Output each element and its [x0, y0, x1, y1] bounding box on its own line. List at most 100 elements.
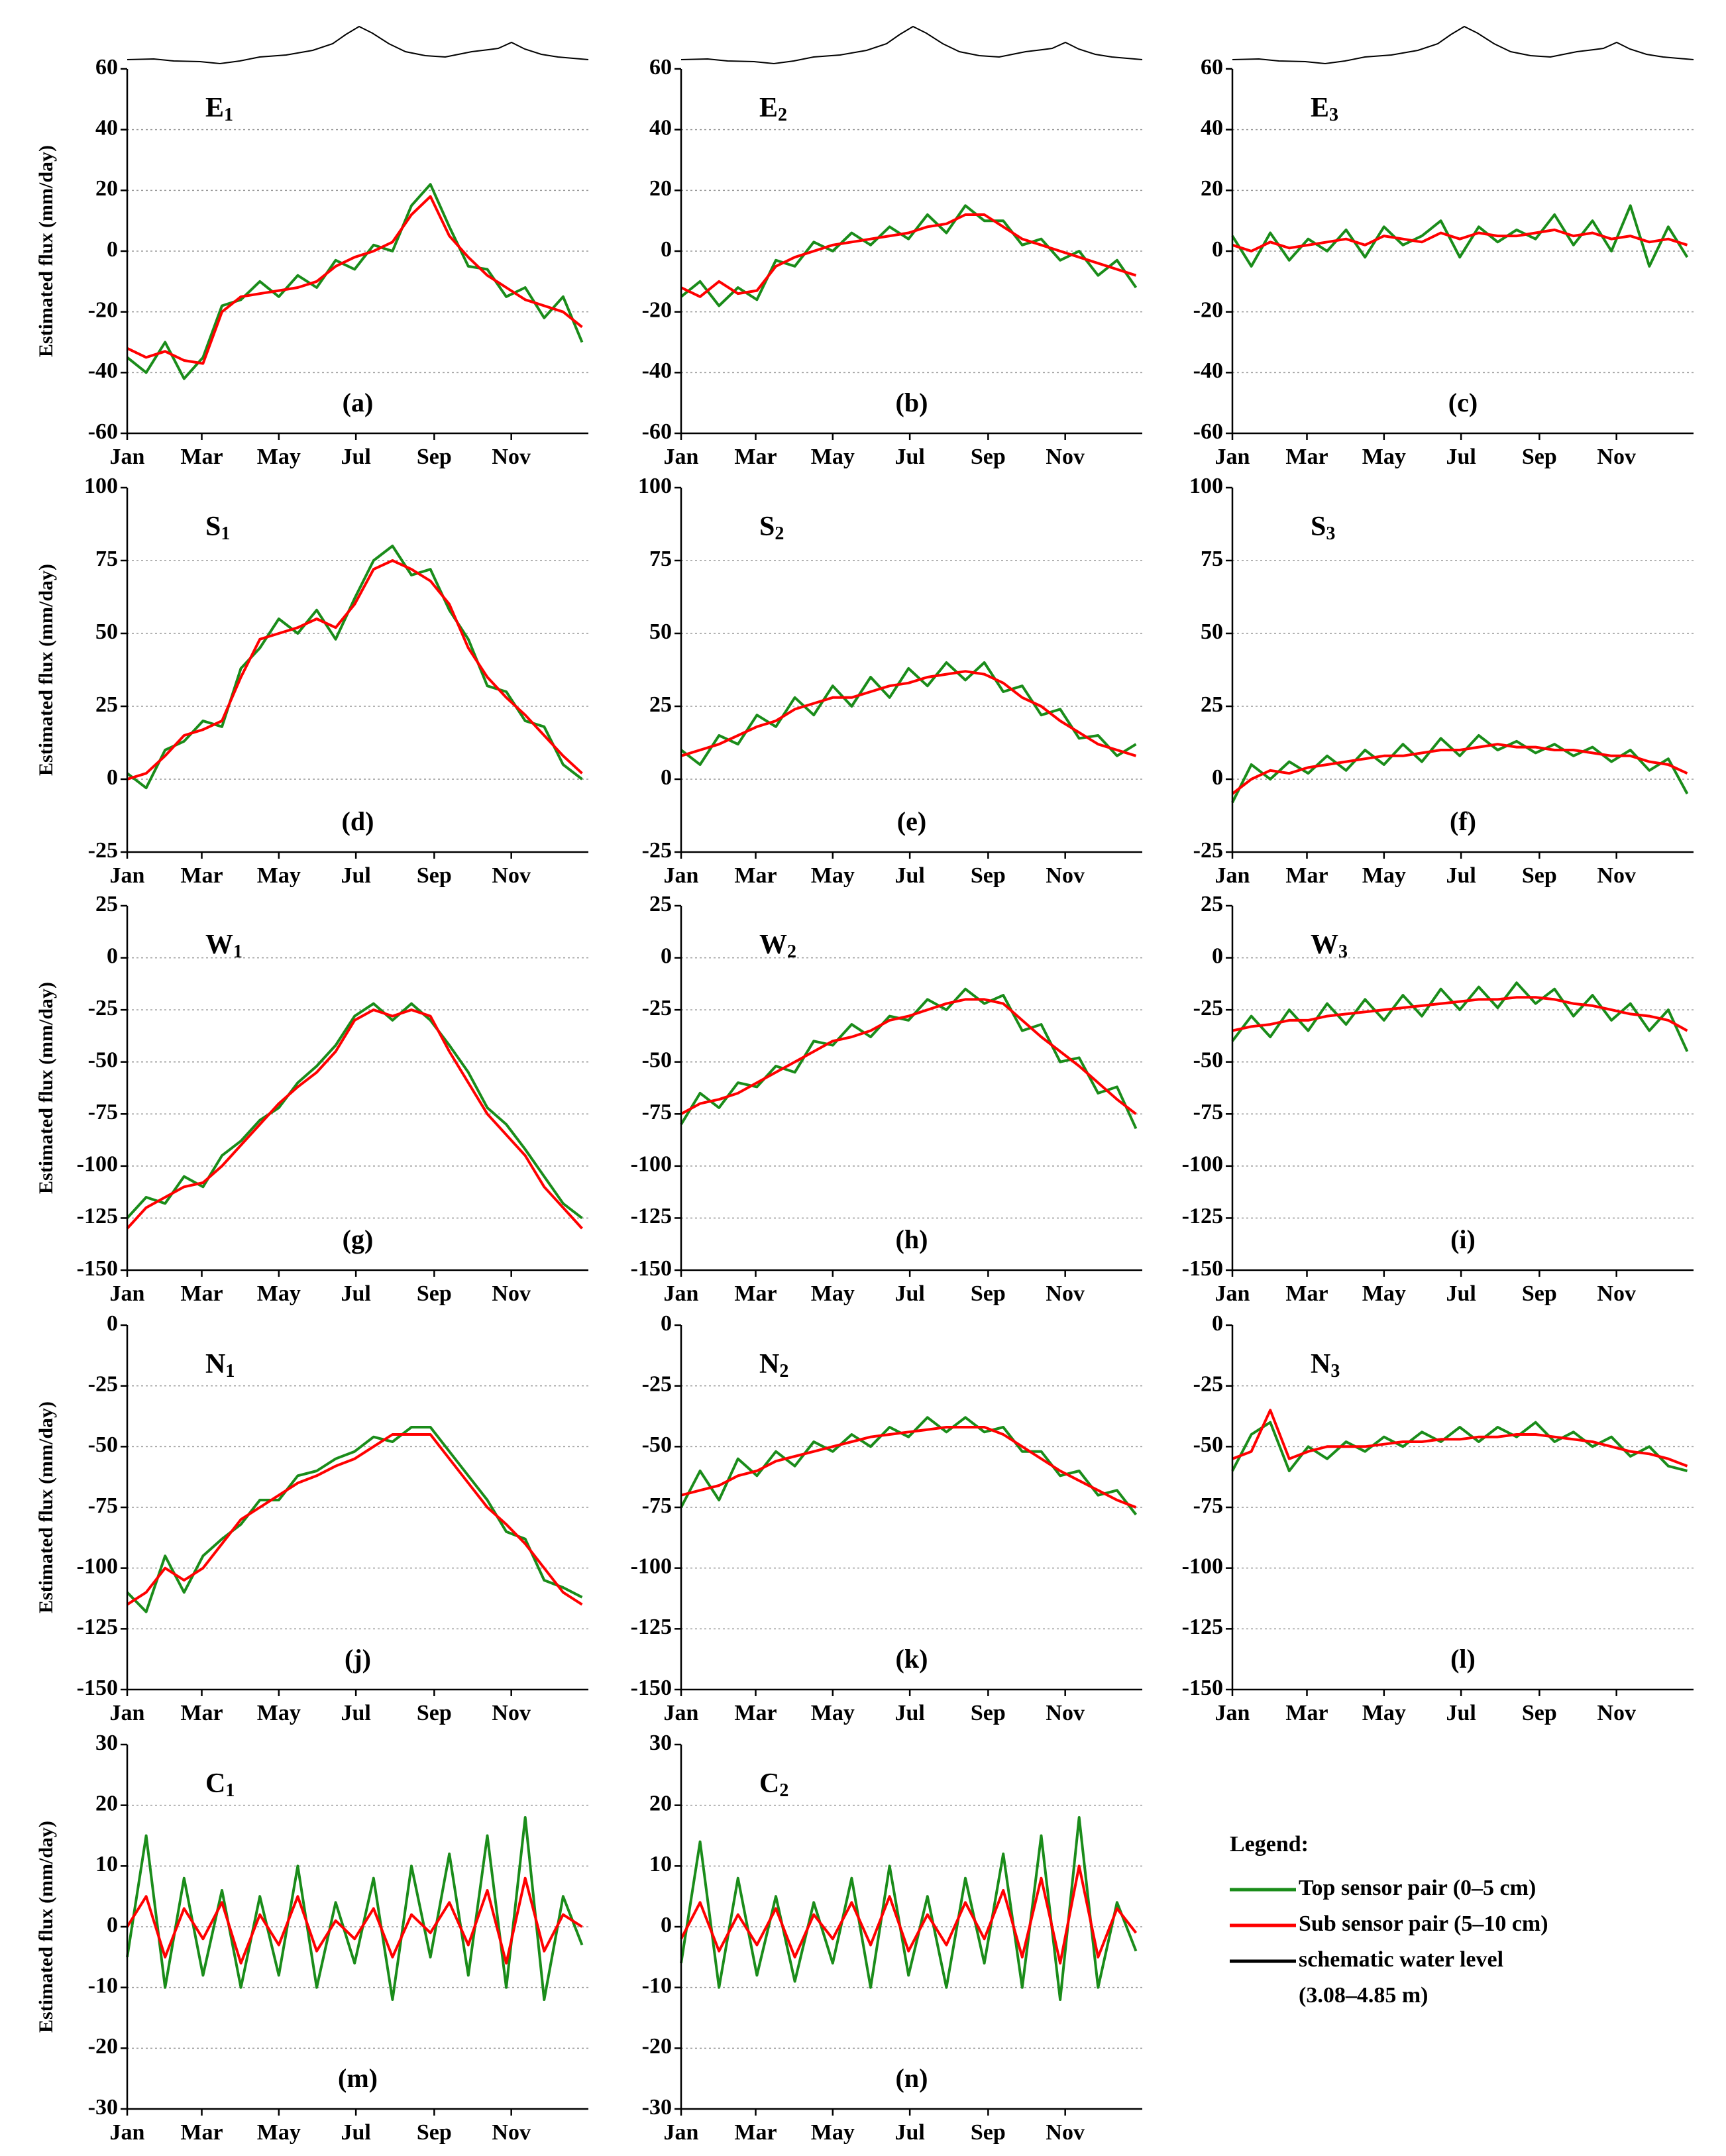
panel-name-sub: 1 — [225, 1361, 235, 1381]
y-axis-label: Estimated flux (mm/day) — [35, 1401, 57, 1613]
x-tick-label: Nov — [492, 1281, 531, 1306]
data-line — [680, 213, 1137, 298]
panel-name-sub: 3 — [1330, 1361, 1340, 1381]
panel-letter: (l) — [1450, 1644, 1476, 1674]
y-tick-label: 30 — [649, 1731, 672, 1755]
data-line — [126, 1433, 583, 1606]
panel-letter: (e) — [897, 806, 926, 836]
panel-name: E3 — [1311, 93, 1338, 126]
panel-name: W1 — [205, 930, 243, 963]
data-line — [680, 670, 1137, 757]
legend-title: Legend: — [1230, 1832, 1309, 1857]
y-tick-label: 50 — [95, 620, 118, 644]
y-tick-label: -75 — [88, 1100, 118, 1124]
y-tick-label: 0 — [1212, 1311, 1223, 1336]
y-tick-label: 40 — [1201, 115, 1223, 140]
x-tick-label: May — [257, 445, 301, 469]
data-line — [680, 987, 1138, 1130]
panel: -150 -125 -100 -75 -50 -25 0 Jan Mar May Jul Sep Nov… — [631, 1311, 1142, 1725]
y-tick-label: -40 — [88, 358, 118, 383]
y-tick-label: -125 — [631, 1615, 672, 1639]
y-tick-label: -75 — [642, 1493, 672, 1518]
y-tick-label: 0 — [661, 765, 672, 790]
panel: -150 -125 -100 -75 -50 -25 0 25 Jan Mar May Jul Sep N… — [35, 892, 588, 1306]
data-line — [126, 545, 583, 790]
x-tick-label: Nov — [492, 863, 531, 888]
x-tick-label: Sep — [417, 445, 452, 469]
y-tick-label: 0 — [1212, 237, 1223, 262]
y-tick-label: 20 — [95, 176, 118, 201]
y-tick-label: -100 — [631, 1152, 672, 1177]
y-tick-label: 60 — [649, 55, 672, 80]
x-tick-label: Nov — [1597, 445, 1636, 469]
legend-label: schematic water level — [1299, 1947, 1503, 1972]
data-line — [1231, 1421, 1688, 1472]
x-tick-label: Jan — [664, 863, 699, 888]
x-tick-label: May — [811, 445, 855, 469]
panel: -60 -40 -20 0 20 40 60 Jan Mar May Jul Sep Nov E3 (c) — [1193, 55, 1694, 469]
panel-name: S2 — [759, 512, 784, 545]
y-tick-label: 25 — [95, 892, 118, 916]
x-tick-label: Jan — [1215, 863, 1250, 888]
y-tick-label: 0 — [661, 237, 672, 262]
x-tick-label: May — [257, 1701, 301, 1725]
data-line — [680, 998, 1137, 1116]
y-tick-label: 75 — [95, 547, 118, 571]
data-line — [126, 1008, 583, 1230]
y-tick-label: -150 — [1182, 1256, 1223, 1281]
panel-letter: (h) — [896, 1224, 928, 1254]
x-tick-label: Jul — [894, 445, 924, 469]
x-tick-label: Jul — [894, 863, 924, 888]
y-tick-label: -10 — [88, 1973, 118, 1998]
panel-name-sub: 1 — [225, 1780, 235, 1801]
x-tick-label: Jan — [110, 1701, 145, 1725]
x-tick-label: Sep — [1522, 1281, 1557, 1306]
x-tick-label: Sep — [417, 2120, 452, 2145]
y-tick-label: -25 — [88, 838, 118, 863]
x-tick-label: Nov — [1046, 1701, 1085, 1725]
y-tick-label: -125 — [1182, 1204, 1223, 1228]
x-tick-label: Nov — [1597, 863, 1636, 888]
panel-name: N3 — [1311, 1349, 1340, 1382]
y-tick-label: 0 — [661, 1913, 672, 1937]
x-tick-label: Jul — [341, 863, 370, 888]
x-tick-label: Nov — [1597, 1701, 1636, 1725]
x-tick-label: Jul — [341, 1701, 370, 1725]
x-tick-label: Jul — [1446, 863, 1476, 888]
y-tick-label: 100 — [84, 474, 118, 498]
panel-letter: (d) — [342, 806, 374, 836]
x-tick-label: Jan — [664, 445, 699, 469]
legend-label: (3.08–4.85 m) — [1299, 1983, 1428, 2008]
x-tick-label: Jan — [110, 445, 145, 469]
panel-name-sub: 1 — [224, 105, 233, 125]
x-tick-label: Mar — [734, 445, 777, 469]
panel-name: N1 — [205, 1349, 235, 1382]
x-tick-label: Jan — [110, 1281, 145, 1306]
x-tick-label: Jul — [894, 1281, 924, 1306]
y-tick-label: 0 — [107, 237, 118, 262]
y-tick-label: 0 — [661, 943, 672, 968]
data-line — [680, 1864, 1138, 1965]
y-axis-label: Estimated flux (mm/day) — [35, 1821, 57, 2033]
y-tick-label: 25 — [1201, 892, 1223, 916]
x-tick-label: Mar — [734, 1281, 777, 1306]
x-tick-label: Nov — [1046, 2120, 1085, 2145]
y-tick-label: -150 — [77, 1256, 118, 1281]
panel: -60 -40 -20 0 20 40 60 Jan Mar May Jul Sep Nov E1 (a) E… — [35, 55, 588, 469]
y-tick-label: -25 — [1193, 996, 1223, 1020]
y-axis-label: Estimated flux (mm/day) — [35, 145, 57, 357]
y-tick-label: 25 — [649, 692, 672, 717]
panel-name-sub: 1 — [221, 523, 230, 544]
y-tick-label: -125 — [631, 1204, 672, 1228]
panel: -25 0 25 50 75 100 Jan Mar May Jul Sep Nov S2 (e) — [638, 474, 1142, 888]
panel-name-main: W — [759, 930, 787, 960]
y-tick-label: -50 — [1193, 1432, 1223, 1457]
x-tick-label: Sep — [1522, 1701, 1557, 1725]
panel: -150 -125 -100 -75 -50 -25 0 25 Jan Mar May Jul Sep N… — [631, 892, 1142, 1306]
x-tick-label: Nov — [1046, 1281, 1085, 1306]
x-tick-label: Jul — [1446, 1701, 1476, 1725]
y-tick-label: 0 — [107, 1913, 118, 1937]
y-tick-label: -60 — [1193, 419, 1223, 444]
panel-name: E2 — [759, 93, 787, 126]
